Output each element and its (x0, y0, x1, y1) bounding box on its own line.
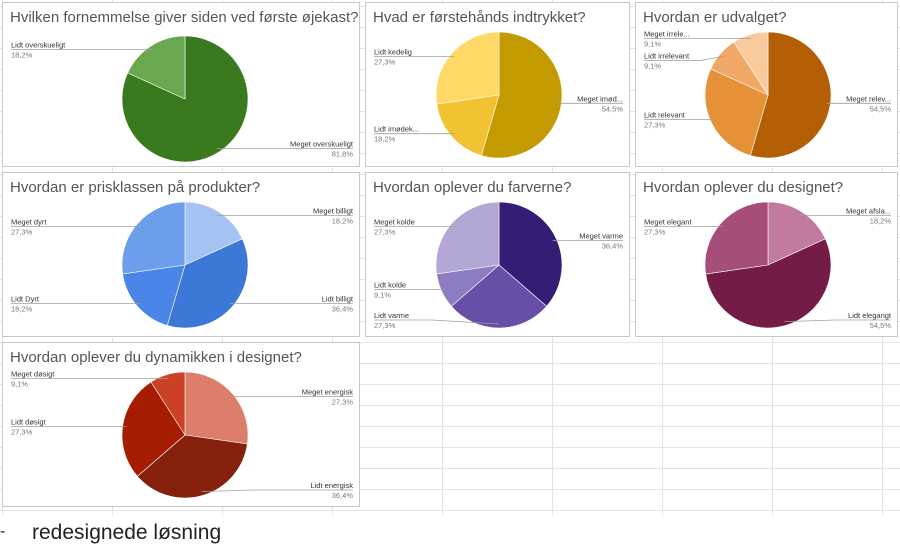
slice-label: Meget irrele... (644, 29, 690, 38)
pie-slice-meget-dosigt[interactable] (150, 371, 186, 437)
leader-line (784, 319, 891, 322)
slice-percent: 27,3% (11, 428, 33, 437)
chart-title: Hvordan oplever du designet? (643, 179, 844, 196)
slice-label: Meget imød... (577, 94, 623, 103)
chart-title: Hvordan oplever du dynamikken i designet… (10, 349, 302, 366)
slice-percent: 9,1% (11, 379, 28, 388)
slice-label: Meget overskueligt (290, 140, 354, 149)
slice-percent: 27,3% (11, 227, 33, 236)
pie-svg: Meget relev...54,5%Meget irrele...9,1%Li… (644, 29, 892, 159)
slice-percent: 54,5% (870, 321, 892, 330)
slice-percent: 36,4% (602, 242, 624, 251)
chart-colors[interactable]: Meget varme 36,4% Meget kolde 27,3% Lidt kol… (365, 172, 630, 337)
pie-slice-meget-dyrt[interactable] (121, 201, 186, 275)
pie-slice-lidt-imodek[interactable] (436, 94, 500, 156)
chart-title: Hvordan er prisklassen på produkter? (10, 179, 261, 196)
slice-percent: 27,3% (374, 57, 396, 66)
slice-label: Lidt kolde (374, 281, 406, 290)
pie-slice-lidt-relevant[interactable] (704, 68, 769, 156)
slice-percent: 18,2% (11, 305, 33, 314)
pie-slice-lidt-varme[interactable] (450, 264, 548, 329)
pie-slice-meget-afsla[interactable] (767, 201, 826, 266)
caption-text: redesignede løsning (32, 521, 222, 544)
chart-price-class[interactable]: Meget billigt 18,2% Lidt billigt 36,4% Meget… (2, 172, 360, 337)
slice-percent: 27,3% (332, 397, 354, 406)
slice-label: Meget døsigt (11, 369, 55, 378)
slice-label: Lidt imødek... (374, 125, 419, 134)
slice-percent: 54,5% (602, 104, 624, 113)
slice-percent: 27,3% (374, 227, 396, 236)
chart-design[interactable]: Meget afsla... 18,2% Lidt elegangt 54,5% Meg… (635, 172, 898, 337)
chart-selection[interactable]: Meget relev... 54,5% Meget irrele... 9,1% Li… (635, 2, 898, 167)
pie-slice-lidt-dyrt[interactable] (122, 264, 186, 326)
slice-label: Lidt Dyrt (11, 295, 40, 304)
slice-label: Lidt relevant (644, 111, 686, 120)
slice-percent: 36,4% (332, 305, 354, 314)
slice-percent: 18,2% (374, 135, 396, 144)
leader-line (201, 489, 353, 492)
pie-slice-meget-elegant[interactable] (704, 201, 769, 275)
slice-label: Lidt billigt (322, 295, 354, 304)
chart-first-hand-impression[interactable]: Meget imød... 54,5% Lidt kedelig 27,3% Lidt … (365, 2, 630, 167)
slice-percent: 81,8% (332, 150, 354, 159)
pie-slice-meget-imod[interactable] (481, 31, 563, 159)
slice-label: Lidt kedelig (374, 47, 412, 56)
caption-bullet: - (0, 523, 6, 540)
slice-percent: 18,2% (870, 216, 892, 225)
slice-label: Meget afsla... (846, 206, 891, 215)
pie-slice-lidt-kedelig[interactable] (435, 31, 500, 105)
pie-slice-meget-billigt[interactable] (184, 201, 243, 266)
slice-label: Lidt overskueligt (11, 40, 66, 49)
pie-slice-lidt-billigt[interactable] (166, 238, 249, 329)
pie-slice-meget-relev[interactable] (750, 31, 832, 159)
slice-label: Meget energisk (302, 387, 354, 396)
pie-slice-meget-energisk[interactable] (184, 371, 249, 445)
slice-label: Lidt døsigt (11, 418, 47, 427)
leader-line (644, 56, 724, 61)
chart-first-impression-overview[interactable]: Meget overskueligt 81,8% Lidt overskueligt… (2, 2, 360, 167)
slice-percent: 9,1% (644, 61, 661, 70)
slice-percent: 36,4% (332, 491, 354, 500)
slice-label: Meget elegant (644, 217, 692, 226)
slice-label: Meget varme (579, 232, 623, 241)
pie-slice-lidt-dosigt[interactable] (121, 381, 186, 477)
slice-label: Meget relev... (846, 94, 891, 103)
slice-label: Lidt energisk (310, 481, 353, 490)
slice-label: Meget dyrt (11, 217, 47, 226)
chart-title: Hvad er førstehånds indtrykket? (373, 9, 586, 26)
chart-title: Hvordan er udvalget? (643, 9, 787, 26)
slice-percent: 27,3% (644, 121, 666, 130)
pie-slice-lidt-elegangt[interactable] (705, 238, 832, 329)
slice-label: Lidt irrelevant (644, 51, 690, 60)
slice-percent: 27,3% (374, 321, 396, 330)
slice-label: Meget billigt (313, 206, 354, 215)
slice-label: Meget kolde (374, 217, 415, 226)
pie-slice-meget-kolde[interactable] (435, 201, 500, 275)
slice-percent: 18,2% (11, 50, 33, 59)
pie-slice-lidt-overskueligt[interactable] (127, 35, 186, 100)
pie-slice-meget-varme[interactable] (498, 201, 563, 307)
chart-title: Hvilken fornemmelse giver siden ved førs… (10, 9, 359, 26)
caption: - redesignede løsning (0, 519, 300, 549)
slice-label: Lidt varme (374, 311, 409, 320)
pie-slice-meget-irrele[interactable] (733, 31, 769, 97)
slice-label: Lidt elegangt (848, 311, 892, 320)
slice-percent: 27,3% (644, 227, 666, 236)
slice-percent: 18,2% (332, 216, 354, 225)
slice-percent: 9,1% (374, 291, 391, 300)
slice-percent: 54,5% (870, 104, 892, 113)
slice-percent: 9,1% (644, 39, 661, 48)
pie-slice-lidt-energisk[interactable] (136, 434, 248, 499)
chart-dynamics[interactable]: Meget energisk 27,3% Lidt energisk 36,4% Meg… (2, 342, 360, 507)
chart-title: Hvordan oplever du farverne? (373, 179, 572, 196)
leader-line (374, 319, 500, 325)
